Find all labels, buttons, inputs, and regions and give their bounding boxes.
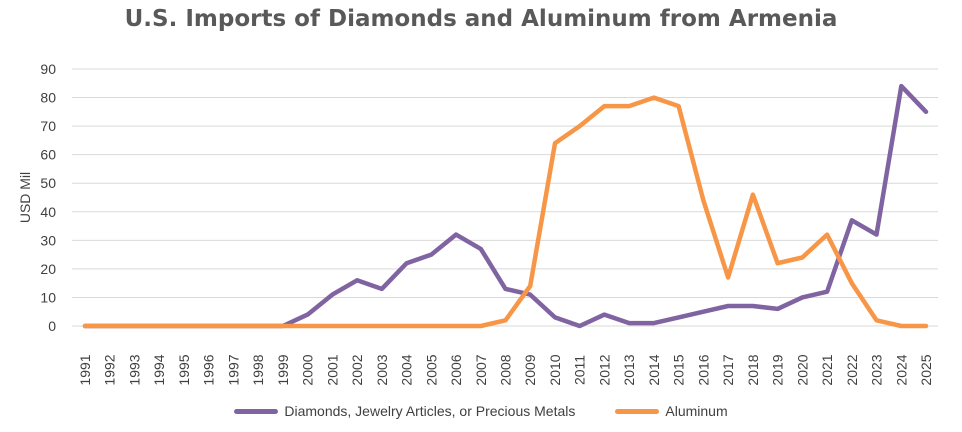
x-tick-label: 1991 xyxy=(77,354,93,385)
x-tick-label: 2019 xyxy=(770,354,786,385)
x-tick-label: 1995 xyxy=(176,354,192,385)
x-tick-label: 2020 xyxy=(794,354,810,385)
chart-title: U.S. Imports of Diamonds and Aluminum fr… xyxy=(124,6,838,32)
x-tick-label: 2005 xyxy=(423,354,439,385)
x-tick-label: 2007 xyxy=(473,354,489,385)
legend-label: Diamonds, Jewelry Articles, or Precious … xyxy=(284,403,576,419)
series-1 xyxy=(82,95,929,329)
plot-area: 0 10 20 30 40 50 60 70 80 90 1991 1992 1993 1994 1995… xyxy=(17,61,938,386)
x-tick-label: 2025 xyxy=(918,354,934,385)
x-tick-label: 2022 xyxy=(844,354,860,385)
x-tick-label: 2024 xyxy=(893,354,909,385)
series-0 xyxy=(82,83,929,329)
x-tick-label: 1998 xyxy=(250,354,266,385)
y-tick-label: 0 xyxy=(48,318,56,334)
x-tick-label: 2014 xyxy=(646,354,662,385)
y-axis-ticks: 0 10 20 30 40 50 60 70 80 90 xyxy=(40,61,56,334)
y-tick-label: 70 xyxy=(40,118,56,134)
y-tick-label: 40 xyxy=(40,204,56,220)
legend: Diamonds, Jewelry Articles, or Precious … xyxy=(0,401,962,421)
series-line xyxy=(82,83,929,329)
y-tick-label: 30 xyxy=(40,232,56,248)
x-tick-label: 2009 xyxy=(522,354,538,385)
x-tick-label: 2023 xyxy=(869,354,885,385)
series-lines xyxy=(82,83,929,329)
x-tick-label: 2003 xyxy=(374,354,390,385)
y-tick-label: 90 xyxy=(40,61,56,77)
x-tick-label: 2015 xyxy=(671,354,687,385)
x-tick-label: 1994 xyxy=(151,354,167,385)
x-tick-label: 2002 xyxy=(349,354,365,385)
legend-swatch xyxy=(234,408,279,414)
x-tick-label: 1992 xyxy=(102,354,118,385)
gridlines xyxy=(72,68,938,327)
legend-label: Aluminum xyxy=(665,403,728,419)
y-axis-label: USD Mil xyxy=(17,172,33,223)
x-tick-label: 1999 xyxy=(275,354,291,385)
x-tick-label: 2001 xyxy=(324,354,340,385)
y-tick-label: 20 xyxy=(40,261,56,277)
x-axis-ticks: 1991 1992 1993 1994 1995 1996 1997 1998 1999 2000… xyxy=(77,354,934,385)
x-tick-label: 2012 xyxy=(596,354,612,385)
x-tick-label: 2016 xyxy=(695,354,711,385)
x-tick-label: 2018 xyxy=(745,354,761,385)
y-tick-label: 10 xyxy=(40,289,56,305)
x-tick-label: 2006 xyxy=(448,354,464,385)
x-tick-label: 2013 xyxy=(621,354,637,385)
legend-swatch xyxy=(615,408,660,414)
x-tick-label: 2000 xyxy=(300,354,316,385)
y-tick-label: 80 xyxy=(40,90,56,106)
x-tick-label: 2010 xyxy=(547,354,563,385)
x-tick-label: 2008 xyxy=(498,354,514,385)
y-tick-label: 50 xyxy=(40,175,56,191)
x-tick-label: 2004 xyxy=(399,354,415,385)
y-tick-label: 60 xyxy=(40,147,56,163)
x-tick-label: 2011 xyxy=(572,355,588,385)
x-tick-label: 1996 xyxy=(201,354,217,385)
legend-item: Aluminum xyxy=(615,403,728,419)
x-tick-label: 2017 xyxy=(720,354,736,385)
x-tick-label: 2021 xyxy=(819,354,835,385)
series-line xyxy=(82,95,929,329)
legend-item: Diamonds, Jewelry Articles, or Precious … xyxy=(234,403,575,419)
x-tick-label: 1997 xyxy=(225,354,241,385)
x-tick-label: 1993 xyxy=(126,354,142,385)
